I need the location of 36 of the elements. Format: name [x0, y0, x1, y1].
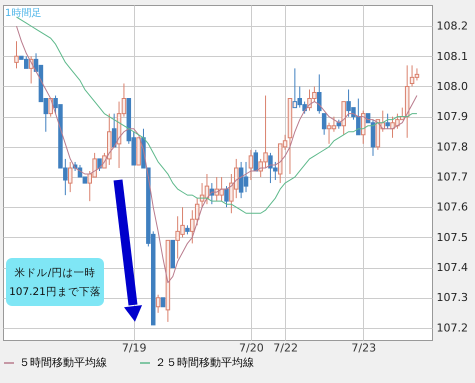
y-tick-label: 107.3: [436, 291, 468, 304]
legend-label: ２５時間移動平均線: [155, 356, 254, 369]
y-tick-label: 108.0: [436, 80, 468, 93]
annotation: 米ドル/円は一時 107.21円まで下落: [9, 266, 101, 298]
y-tick-label: 108.2: [436, 20, 468, 33]
candlestick: [185, 224, 190, 235]
y-tick-label: 107.2: [436, 321, 468, 334]
candlestick: [317, 74, 322, 114]
y-tick-label: 107.8: [436, 140, 468, 154]
candlestick: [360, 110, 366, 144]
line-series: [16, 26, 418, 284]
y-tick-label: 107.4: [436, 261, 468, 274]
legend-label: ５時間移動平均線: [19, 356, 107, 369]
y-tick-label: 107.5: [436, 230, 468, 244]
candlestick: [248, 149, 254, 181]
candlestick: [112, 113, 116, 148]
x-tick-label: 7/19: [122, 342, 147, 354]
candlestick: [322, 113, 326, 136]
candlestick: [68, 161, 72, 193]
y-tick-label: 107.7: [436, 170, 468, 184]
y-tick-label: 107.6: [436, 200, 468, 214]
candlestick: [336, 119, 342, 130]
x-tick-label: 7/23: [351, 342, 376, 354]
candlestick: [160, 297, 166, 308]
candlestick: [14, 40, 19, 69]
x-tick-label: 7/22: [273, 342, 298, 354]
candlestick: [224, 186, 229, 208]
candlestick: [156, 294, 160, 314]
x-tick-label: 7/20: [239, 342, 264, 354]
candlestick: [97, 158, 102, 172]
annotation: 1時間足: [5, 7, 42, 19]
candlestick: [385, 113, 390, 130]
y-tick-label: 108.1: [436, 50, 468, 63]
candlestick: [254, 149, 258, 172]
y-tick-label: 107.9: [436, 110, 468, 124]
line-series: [16, 16, 418, 214]
